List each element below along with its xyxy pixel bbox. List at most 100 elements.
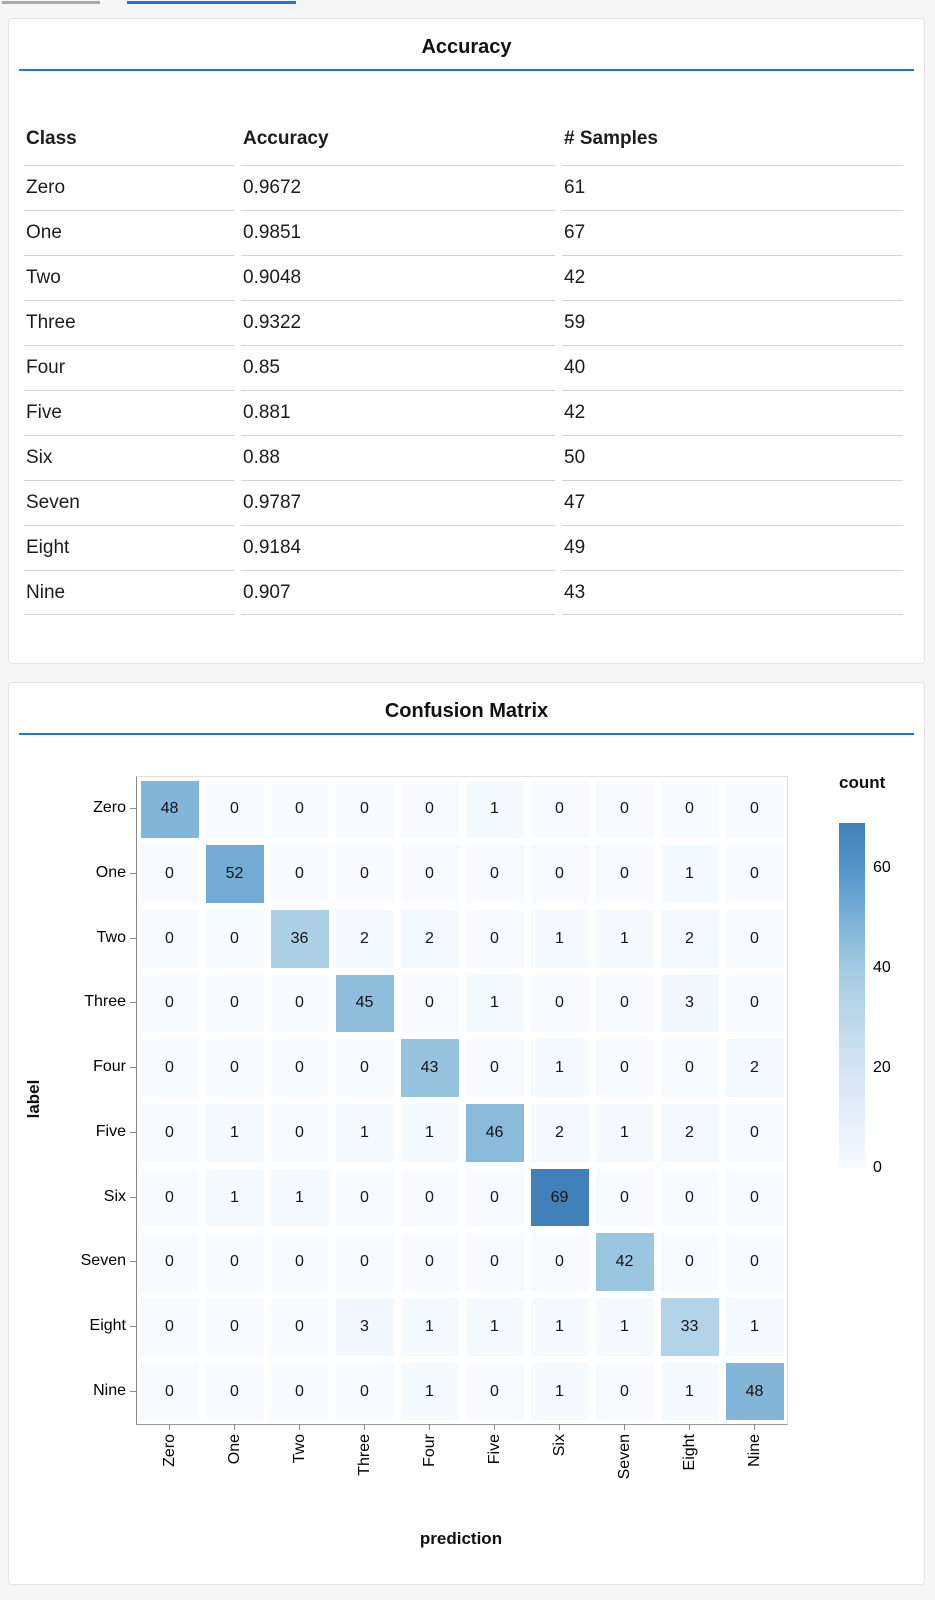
heatmap-cell: 0 [595, 780, 654, 839]
heatmap-cell: 0 [205, 1362, 264, 1421]
y-tick [130, 1002, 136, 1004]
heatmap-cell-value: 1 [750, 1317, 759, 1335]
y-tick [130, 1325, 136, 1327]
x-tick [753, 1424, 755, 1430]
heatmap-cell-value: 0 [230, 994, 239, 1012]
table-row: Seven 0.9787 47 [24, 480, 903, 525]
x-tick [558, 1424, 560, 1430]
heatmap-cell: 2 [725, 1039, 784, 1097]
y-tick-label: Eight [89, 1316, 126, 1334]
heatmap-cell-value: 1 [555, 1059, 564, 1077]
heatmap-cell: 1 [530, 1362, 589, 1421]
heatmap-cell: 0 [400, 1168, 459, 1227]
heatmap-cell-value: 48 [745, 1382, 764, 1400]
heatmap-cell-value: 36 [290, 929, 309, 947]
heatmap-cell: 0 [335, 1362, 394, 1421]
heatmap-cell: 0 [465, 845, 524, 903]
heatmap-cell: 1 [530, 1298, 589, 1356]
heatmap-cell-value: 0 [230, 1059, 239, 1077]
accuracy-title-underline [19, 69, 914, 71]
heatmap-cell-value: 43 [420, 1059, 439, 1077]
tab-indicator-inactive[interactable] [2, 1, 100, 4]
heatmap-cell: 0 [335, 780, 394, 839]
heatmap-cell-value: 3 [685, 994, 694, 1012]
heatmap-cell-value: 1 [230, 1123, 239, 1141]
y-tick-label: Nine [93, 1381, 126, 1399]
heatmap-cell: 1 [530, 1039, 589, 1097]
table-cell: 49 [562, 525, 903, 570]
heatmap-plot-area: 48 0 0 0 0 1 0 0 0 0 0 52 0 0 0 0 0 0 1 0 0 0 36 2 2 0 1 1 2 0 0 0 0 45 0 1… [136, 776, 788, 1425]
table-cell: Five [24, 390, 234, 435]
heatmap-cell: 2 [400, 909, 459, 968]
heatmap-cell-value: 0 [555, 800, 564, 818]
x-tick-label: Zero [160, 1434, 178, 1467]
heatmap-cell: 0 [595, 1039, 654, 1097]
table-cell: Two [24, 255, 234, 300]
x-tick-label: Five [485, 1434, 503, 1465]
heatmap-cell-value: 0 [620, 800, 629, 818]
heatmap-cell: 0 [140, 845, 199, 903]
legend-tick-label: 0 [873, 1159, 882, 1176]
confusion-matrix-title: Confusion Matrix [384, 700, 549, 722]
y-tick-label: Six [103, 1187, 126, 1205]
heatmap-cell: 1 [595, 1104, 654, 1162]
x-tick-label: Two [290, 1434, 308, 1464]
table-row: Five 0.881 42 [24, 390, 903, 435]
heatmap-cell: 0 [465, 1168, 524, 1227]
x-axis-title: prediction [419, 1529, 503, 1548]
heatmap-cell-value: 2 [425, 929, 434, 947]
x-tick [168, 1424, 170, 1430]
heatmap-cell: 0 [335, 1233, 394, 1292]
x-tick-label: Six [550, 1434, 568, 1457]
heatmap-cell: 0 [140, 909, 199, 968]
table-cell: 0.907 [241, 570, 555, 615]
heatmap-cell: 0 [140, 974, 199, 1033]
heatmap-cell: 0 [140, 1039, 199, 1097]
table-cell: 40 [562, 345, 903, 390]
heatmap-cell-value: 0 [295, 994, 304, 1012]
heatmap-cell-value: 0 [165, 1188, 174, 1206]
x-tick [233, 1424, 235, 1430]
table-cell: Three [24, 300, 234, 345]
x-tick [363, 1424, 365, 1430]
heatmap-cell-value: 0 [230, 1317, 239, 1335]
x-tick [493, 1424, 495, 1430]
heatmap-cell-value: 1 [555, 1317, 564, 1335]
heatmap-cell: 0 [465, 1233, 524, 1292]
x-tick-label: Four [420, 1434, 438, 1467]
heatmap-cell-value: 0 [360, 1382, 369, 1400]
tab-indicator-active[interactable] [127, 1, 296, 4]
heatmap-cell: 0 [270, 780, 329, 839]
heatmap-cell-value: 1 [425, 1382, 434, 1400]
heatmap-cell: 0 [140, 1233, 199, 1292]
heatmap-cell-value: 33 [680, 1317, 699, 1335]
heatmap-cell: 0 [205, 1039, 264, 1097]
heatmap-cell-value: 1 [555, 1382, 564, 1400]
table-cell: 0.881 [241, 390, 555, 435]
heatmap-cell-value: 0 [360, 865, 369, 883]
column-header-accuracy: Accuracy [243, 128, 329, 149]
heatmap-cell: 36 [270, 909, 329, 968]
heatmap-cell-value: 0 [555, 865, 564, 883]
x-tick [298, 1424, 300, 1430]
heatmap-cell-value: 0 [750, 1253, 759, 1271]
heatmap-cell: 0 [400, 780, 459, 839]
table-cell: 0.9787 [241, 480, 555, 525]
heatmap-cell: 1 [595, 909, 654, 968]
heatmap-cell: 0 [205, 974, 264, 1033]
heatmap-cell-value: 0 [490, 929, 499, 947]
heatmap-cell-value: 0 [230, 800, 239, 818]
heatmap-cell-value: 1 [425, 1123, 434, 1141]
heatmap-cell-value: 3 [360, 1317, 369, 1335]
heatmap-cell-value: 1 [685, 1382, 694, 1400]
heatmap-cell-value: 0 [685, 1059, 694, 1077]
heatmap-cell: 2 [530, 1104, 589, 1162]
heatmap-cell-value: 2 [750, 1059, 759, 1077]
heatmap-cell: 0 [530, 780, 589, 839]
heatmap-cell: 1 [465, 974, 524, 1033]
heatmap-cell-value: 1 [490, 800, 499, 818]
table-cell: Four [24, 345, 234, 390]
heatmap-cell-value: 0 [165, 1382, 174, 1400]
heatmap-cell-value: 0 [165, 1059, 174, 1077]
heatmap-cell: 1 [400, 1104, 459, 1162]
